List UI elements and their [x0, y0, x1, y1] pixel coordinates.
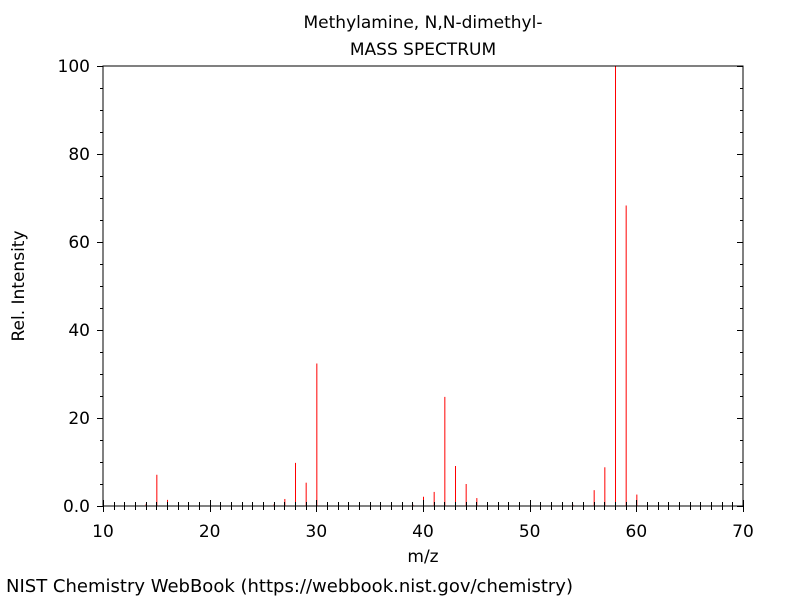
y-tick-label-0: 0.0 — [63, 497, 90, 517]
x-tick-label-70: 70 — [732, 522, 754, 542]
y-axis-label: Rel. Intensity — [9, 230, 29, 341]
y-tick-label-20: 20 — [68, 409, 90, 429]
y-tick-label-60: 60 — [68, 233, 90, 253]
footer-credit: NIST Chemistry WebBook (https://webbook.… — [6, 576, 573, 597]
x-tick-label-30: 30 — [306, 522, 328, 542]
y-tick-label-40: 40 — [68, 321, 90, 341]
x-tick-label-60: 60 — [626, 522, 648, 542]
tick-labels-group: 10 20 30 40 50 60 70 0.0 20 40 60 80 100 — [58, 57, 754, 542]
x-tick-label-40: 40 — [412, 522, 434, 542]
y-tick-label-80: 80 — [68, 145, 90, 165]
plot-frame — [102, 65, 744, 507]
chart-title: Methylamine, N,N-dimethyl- — [304, 13, 543, 33]
peaks-group — [145, 66, 638, 506]
y-tick-label-100: 100 — [58, 57, 90, 77]
x-axis-label: m/z — [407, 547, 438, 567]
chart-subtitle: MASS SPECTRUM — [350, 40, 496, 60]
x-tick-label-10: 10 — [92, 522, 114, 542]
ticks-group — [97, 66, 744, 512]
x-tick-label-50: 50 — [519, 522, 541, 542]
x-tick-label-20: 20 — [199, 522, 221, 542]
